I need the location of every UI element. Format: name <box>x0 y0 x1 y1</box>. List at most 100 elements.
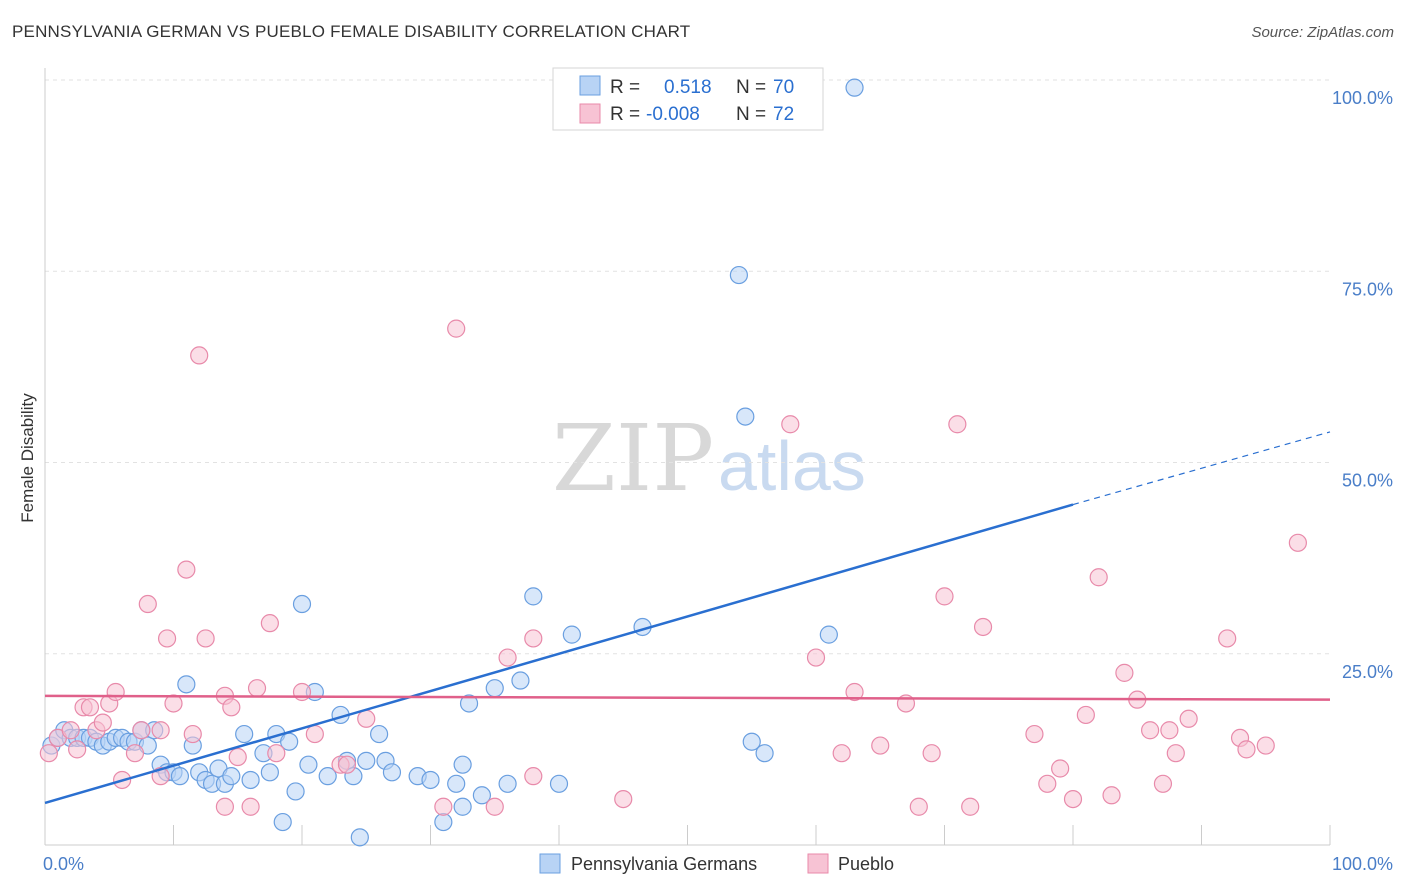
pueblo-point-52 <box>961 797 980 816</box>
pennsylvania-germans-point-59 <box>511 671 530 690</box>
watermark: ZIP atlas <box>552 405 866 512</box>
pueblo-point-20 <box>190 346 209 365</box>
y-axis-title: Female Disability <box>18 393 37 523</box>
pueblo-point-30 <box>292 682 312 702</box>
pueblo-point-68 <box>1218 629 1237 648</box>
bottom-legend-swatch-pennsylvania-germans <box>539 853 561 874</box>
y-tick-label-1: 50.0% <box>1342 471 1393 491</box>
pennsylvania-germans-point-58 <box>498 774 517 793</box>
legend-n-value-2: 72 <box>773 104 794 125</box>
pueblo-point-41 <box>614 789 633 809</box>
pennsylvania-germans-point-21 <box>177 675 196 694</box>
pueblo-point-51 <box>948 415 967 434</box>
pueblo-point-48 <box>909 797 928 816</box>
pennsylvania-germans-point-34 <box>273 812 292 832</box>
pennsylvania-germans-point-45 <box>357 751 376 770</box>
pennsylvania-germans-point-62 <box>562 625 581 644</box>
pennsylvania-germans-point-66 <box>736 407 755 426</box>
legend-r-label-1: R = <box>610 77 640 98</box>
bottom-legend: Pennsylvania Germans Pueblo <box>539 853 894 874</box>
pueblo-point-5 <box>80 698 100 717</box>
pennsylvania-germans-point-61 <box>549 774 569 793</box>
pennsylvania-germans-point-67 <box>755 744 774 763</box>
watermark-atlas: atlas <box>718 427 866 505</box>
pueblo-point-16 <box>157 629 177 648</box>
pueblo-point-22 <box>215 797 234 816</box>
pueblo-point-25 <box>228 747 247 767</box>
pennsylvania-germans-point-32 <box>260 763 279 782</box>
bottom-legend-swatch-pueblo <box>807 853 829 874</box>
bottom-legend-label-pueblo: Pueblo <box>838 854 894 874</box>
legend-r-value-1: 0.518 <box>664 77 712 98</box>
pennsylvania-germans-point-68 <box>819 625 838 644</box>
pueblo-point-57 <box>1063 789 1083 809</box>
pueblo-point-21 <box>196 629 215 648</box>
pennsylvania-germans-point-57 <box>485 679 504 698</box>
pueblo-point-34 <box>357 709 376 728</box>
pueblo-point-39 <box>524 767 543 786</box>
pennsylvania-germans-point-36 <box>286 782 305 801</box>
tick-labels: 25.0% 50.0% 75.0% 100.0% 0.0% 100.0% <box>43 88 1393 874</box>
pueblo-point-71 <box>1256 736 1275 755</box>
pennsylvania-germans-point-64 <box>742 732 761 751</box>
pueblo-point-40 <box>524 629 543 648</box>
pueblo-point-55 <box>1038 774 1057 793</box>
pueblo-trend-line <box>44 694 1331 701</box>
pueblo-point-28 <box>260 614 279 633</box>
pueblo-point-17 <box>164 694 183 713</box>
legend-n-label-1: N = <box>736 77 766 98</box>
pueblo-point-3 <box>68 740 87 759</box>
pennsylvania-germans-point-55 <box>459 694 479 713</box>
y-tick-label-2: 75.0% <box>1342 279 1393 299</box>
legend-box: R = 0.518 N = 70 R = -0.008 N = 72 <box>552 67 824 131</box>
pueblo-point-24 <box>222 698 241 717</box>
pennsylvania-germans-point-28 <box>222 767 241 786</box>
pueblo-point-33 <box>337 755 357 774</box>
pennsylvania-germans-point-53 <box>453 755 472 774</box>
pueblo-point-44 <box>832 744 851 763</box>
trend-lines <box>44 431 1331 805</box>
pueblo-point-72 <box>1288 533 1307 552</box>
pueblo-point-14 <box>151 767 170 786</box>
pueblo-point-19 <box>183 724 202 744</box>
pennsylvania-germans-point-69 <box>845 78 864 97</box>
pennsylvania-germans-point-44 <box>350 828 369 847</box>
pueblo-point-9 <box>106 682 125 702</box>
pueblo-point-7 <box>93 713 112 732</box>
gridlines <box>45 79 1330 655</box>
pennsylvania-germans-point-56 <box>472 786 491 805</box>
pueblo-point-37 <box>485 797 504 816</box>
chart-title: PENNSYLVANIA GERMAN VS PUEBLO FEMALE DIS… <box>12 22 691 41</box>
legend-n-label-2: N = <box>736 104 766 125</box>
pennsylvania-germans-point-48 <box>382 763 402 782</box>
pueblo-point-64 <box>1153 774 1173 793</box>
legend-swatch-pennsylvania-germans <box>579 75 601 96</box>
pennsylvania-germans-trend-line <box>44 503 1074 805</box>
pueblo-point-26 <box>241 797 260 816</box>
pueblo-point-0 <box>39 744 58 763</box>
pennsylvania-germans-point-40 <box>318 767 337 786</box>
pueblo-point-70 <box>1237 740 1256 759</box>
y-tick-label-3: 100.0% <box>1332 88 1393 108</box>
pennsylvania-germans-point-46 <box>370 724 389 744</box>
watermark-zip: ZIP <box>552 405 714 512</box>
pueblo-point-35 <box>434 797 453 816</box>
pueblo-point-61 <box>1115 663 1134 682</box>
pueblo-point-29 <box>267 744 286 763</box>
pueblo-point-46 <box>871 736 890 755</box>
pennsylvania-germans-point-50 <box>421 770 440 790</box>
pennsylvania-germans-trend-extension <box>1072 431 1331 506</box>
pueblo-point-66 <box>1166 744 1185 763</box>
pueblo-point-58 <box>1076 705 1095 725</box>
pueblo-point-45 <box>845 682 864 702</box>
pueblo-point-18 <box>177 560 196 579</box>
pueblo-point-42 <box>781 415 800 434</box>
y-tick-label-0: 25.0% <box>1342 662 1393 682</box>
pennsylvania-germans-point-30 <box>241 770 260 790</box>
pueblo-point-15 <box>151 721 170 740</box>
pennsylvania-germans-point-60 <box>524 587 543 606</box>
pueblo-point-2 <box>61 721 80 740</box>
pennsylvania-germans-point-29 <box>235 724 254 744</box>
pennsylvania-germans-point-38 <box>299 755 318 774</box>
